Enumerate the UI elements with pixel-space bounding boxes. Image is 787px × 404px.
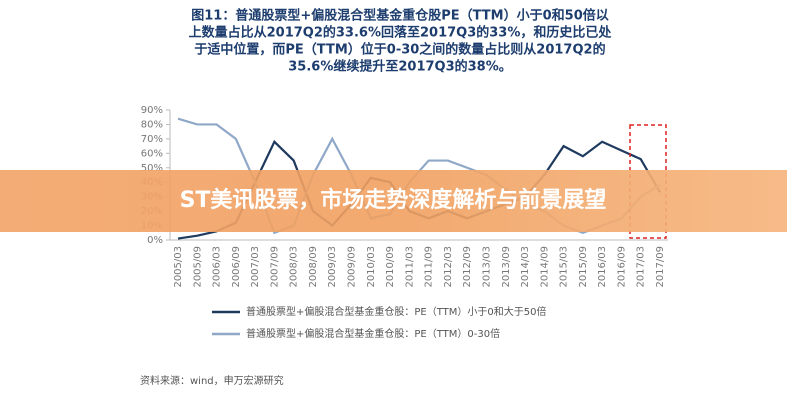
x-tick-label: 2006/03 — [212, 246, 223, 288]
x-tick-label: 2009/09 — [347, 246, 358, 288]
x-tick-label: 2011/09 — [424, 246, 435, 288]
x-tick-label: 2012/09 — [462, 246, 473, 288]
x-tick-label: 2005/03 — [173, 246, 184, 288]
x-tick-label: 2006/09 — [231, 246, 242, 288]
y-tick-label: 0% — [147, 235, 163, 246]
x-tick-label: 2010/09 — [385, 246, 396, 288]
chart-title: 35.6%继续提升至2017Q3的38%。 — [288, 59, 512, 75]
y-tick-label: 90% — [141, 105, 163, 116]
x-tick-label: 2008/09 — [308, 246, 319, 288]
x-tick-label: 2014/03 — [520, 246, 531, 288]
y-tick-label: 80% — [141, 119, 163, 130]
y-tick-label: 50% — [141, 163, 163, 174]
x-tick-label: 2010/03 — [366, 246, 377, 288]
chart-title: 图11：普通股票型+偏股混合型基金重仓股PE（TTM）小于0和50倍以 — [191, 8, 609, 24]
x-tick-label: 2007/09 — [269, 246, 280, 288]
x-tick-label: 2008/03 — [289, 246, 300, 288]
x-tick-label: 2014/09 — [539, 246, 550, 288]
banner-band — [0, 170, 787, 232]
x-tick-label: 2009/03 — [327, 246, 338, 288]
x-tick-label: 2016/03 — [597, 246, 608, 288]
x-tick-label: 2007/03 — [250, 246, 261, 288]
x-tick-label: 2017/03 — [636, 246, 647, 288]
x-tick-label: 2015/03 — [559, 246, 570, 288]
source: 资料来源：wind，申万宏源研究 — [140, 374, 284, 387]
x-tick-label: 2005/09 — [192, 246, 203, 288]
y-tick-label: 70% — [141, 134, 163, 145]
banner-title: ST美讯股票，市场走势深度解析与前景展望 — [180, 187, 607, 213]
x-tick-label: 2016/09 — [616, 246, 627, 288]
x-tick-label: 2013/09 — [501, 246, 512, 288]
x-tick-label: 2013/03 — [481, 246, 492, 288]
y-tick-label: 60% — [141, 148, 163, 159]
x-tick-label: 2012/03 — [443, 246, 454, 288]
x-tick-label: 2017/09 — [655, 246, 666, 288]
chart-title: 上数量占比从2017Q2的33.6%回落至2017Q3的33%，和历史比已处 — [189, 25, 613, 41]
x-tick-label: 2011/03 — [404, 246, 415, 288]
legend-label: 普通股票型+偏股混合型基金重仓股：PE（TTM）小于0和大于50倍 — [246, 305, 546, 318]
chart-title: 于适中位置，而PE（TTM）位于0-30之间的数量占比则从2017Q2的 — [194, 42, 605, 58]
legend-label: 普通股票型+偏股混合型基金重仓股：PE（TTM）0-30倍 — [246, 327, 500, 340]
x-tick-label: 2015/09 — [578, 246, 589, 288]
